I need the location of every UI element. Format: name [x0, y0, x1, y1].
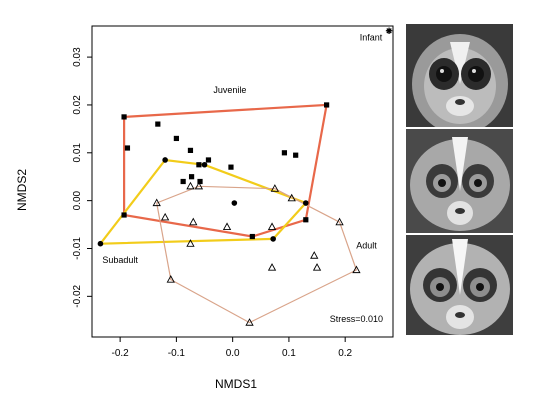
- x-tick-label: -0.2: [112, 348, 130, 359]
- group-label-subadult: Subadult: [102, 255, 138, 265]
- point-adult: [267, 222, 277, 231]
- plot-frame: [91, 25, 394, 338]
- photo-juvenile-loris: [406, 129, 513, 233]
- point-juvenile: [155, 121, 161, 127]
- x-tick-label: -0.1: [168, 348, 186, 359]
- point-adult: [335, 217, 344, 226]
- point-infant: [385, 27, 393, 34]
- y-tick-label: -0.02: [72, 284, 83, 307]
- point-juvenile: [228, 164, 234, 170]
- point-adult: [310, 251, 319, 259]
- point-adult: [312, 263, 322, 271]
- point-adult: [186, 181, 195, 190]
- y-tick-label: 0.03: [72, 47, 83, 67]
- point-juvenile: [205, 157, 212, 163]
- point-juvenile: [197, 178, 203, 185]
- point-subadult: [302, 200, 309, 206]
- photo-adult-loris: [406, 235, 513, 335]
- point-subadult: [201, 161, 208, 168]
- point-adult: [245, 318, 254, 326]
- point-juvenile: [303, 217, 309, 223]
- point-adult: [270, 184, 280, 192]
- point-adult: [287, 193, 296, 202]
- point-juvenile: [173, 135, 179, 142]
- x-tick-label: 0.1: [282, 348, 296, 359]
- point-juvenile: [281, 150, 288, 156]
- y-tick-label: -0.01: [72, 237, 83, 260]
- y-tick-label: 0.00: [72, 190, 83, 210]
- point-subadult: [162, 157, 168, 163]
- nmds-chart: NMDS2 NMDS1 -0.2 -0.1 0.0 0.1 0.2 -0.02 -0.01 0…: [15, 25, 394, 391]
- point-adult: [352, 265, 361, 274]
- point-adult: [194, 181, 204, 190]
- point-juvenile: [293, 152, 299, 158]
- point-subadult: [270, 236, 276, 242]
- x-tick-label: 0.0: [226, 348, 240, 359]
- y-axis-title: NMDS2: [15, 169, 29, 211]
- point-adult: [166, 275, 175, 283]
- point-juvenile: [188, 174, 195, 180]
- x-tick-label: 0.2: [338, 348, 352, 359]
- hull-adult: [156, 185, 358, 324]
- x-axis-title: NMDS1: [215, 377, 257, 391]
- point-subadult: [97, 240, 104, 247]
- point-adult: [189, 217, 198, 226]
- point-juvenile: [249, 233, 255, 240]
- hull-subadult: [98, 158, 308, 245]
- point-adult: [267, 263, 277, 271]
- point-juvenile: [180, 178, 186, 185]
- plot-area: -0.2 -0.1 0.0 0.1 0.2 -0.02 -0.01 0.00 0.01 0.02 0…: [72, 25, 394, 359]
- point-juvenile: [196, 162, 202, 168]
- stress-label: Stress=0.010: [330, 314, 383, 324]
- point-juvenile: [324, 102, 330, 108]
- point-adult: [222, 222, 232, 231]
- group-label-adult: Adult: [356, 240, 377, 250]
- point-juvenile: [187, 147, 194, 153]
- y-tick-label: 0.02: [72, 95, 83, 115]
- photo-infant-loris: [406, 24, 513, 127]
- point-adult: [152, 198, 161, 207]
- point-adult: [186, 239, 195, 247]
- point-juvenile: [124, 145, 131, 151]
- point-juvenile: [121, 212, 127, 218]
- y-tick-label: 0.01: [72, 143, 83, 163]
- point-subadult: [231, 200, 238, 206]
- point-juvenile: [121, 114, 127, 120]
- hull-juvenile: [122, 103, 328, 238]
- point-adult: [160, 212, 170, 221]
- group-label-infant: Infant: [360, 32, 383, 42]
- group-label-juvenile: Juvenile: [213, 85, 246, 95]
